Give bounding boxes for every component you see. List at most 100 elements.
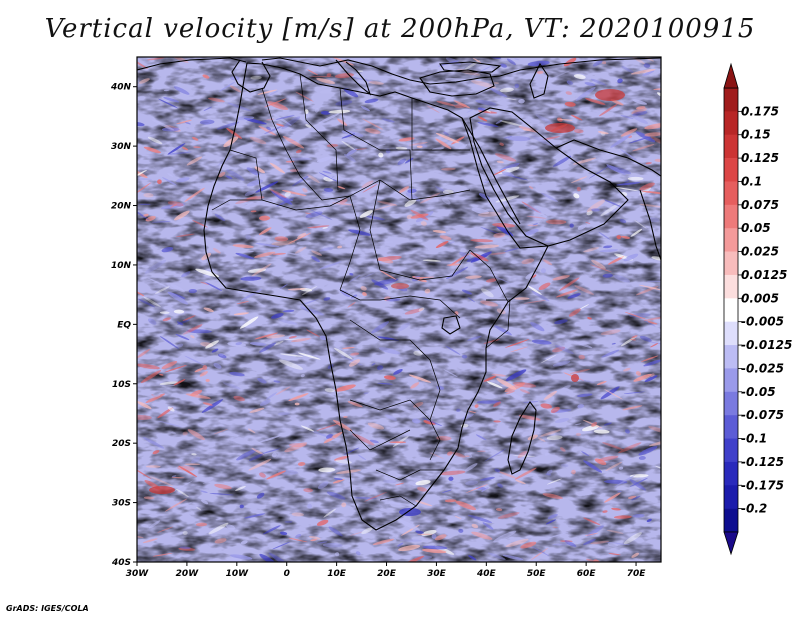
field-streak — [631, 552, 640, 558]
field-streak — [476, 400, 502, 404]
colorbar-label: 0.05 — [741, 221, 771, 235]
field-streak — [384, 414, 397, 421]
field-streak — [410, 382, 420, 389]
field-streak — [530, 547, 549, 561]
field-streak — [592, 59, 603, 67]
field-streak — [541, 192, 558, 202]
field-streak — [504, 247, 520, 252]
field-streak — [557, 118, 573, 121]
field-streak — [371, 362, 376, 366]
field-streak — [451, 136, 465, 145]
field-streak — [178, 465, 198, 477]
field-streak — [644, 132, 661, 137]
field-streak — [540, 403, 552, 409]
field-streak — [199, 371, 208, 377]
field-streak — [629, 479, 647, 491]
field-streak — [349, 531, 363, 536]
field-streak — [545, 219, 567, 225]
field-streak — [584, 82, 596, 86]
field-streak — [213, 362, 222, 369]
field-streak — [439, 470, 466, 476]
field-streak — [275, 123, 285, 127]
field-streak — [646, 518, 652, 523]
field-streak — [218, 81, 236, 92]
field-streak — [477, 121, 499, 127]
field-streak — [643, 319, 656, 327]
field-streak — [574, 341, 593, 349]
field-streak — [184, 463, 201, 465]
field-streak — [394, 482, 405, 486]
field-streak — [611, 342, 616, 345]
field-streak — [336, 185, 346, 190]
field-streak — [167, 151, 192, 155]
field-hotspot — [595, 89, 625, 101]
field-streak — [229, 85, 242, 93]
india-coast — [639, 189, 661, 261]
field-streak — [229, 554, 253, 560]
field-streak — [205, 282, 223, 291]
field-streak — [564, 540, 577, 547]
field-streak — [523, 300, 547, 304]
field-streak — [225, 524, 236, 530]
field-streak — [559, 277, 580, 292]
field-streak — [581, 451, 590, 457]
colorbar-label: 0.075 — [741, 198, 779, 212]
lat-tick-label: 30N — [111, 142, 132, 152]
field-streak — [416, 145, 423, 148]
field-streak — [155, 286, 170, 294]
coastlines — [137, 57, 661, 531]
field-streak — [240, 540, 248, 545]
field-streak — [597, 455, 619, 462]
field-streak — [170, 480, 193, 494]
field-streak — [208, 97, 225, 103]
field-streak — [554, 344, 574, 355]
field-streak — [304, 109, 309, 114]
field-streak — [145, 215, 156, 222]
field-streak — [630, 228, 643, 237]
field-streak — [309, 535, 321, 540]
field-streak — [284, 442, 308, 453]
field-streak — [377, 200, 398, 206]
field-streak — [344, 447, 360, 455]
colorbar-label: -0.0125 — [741, 338, 792, 352]
field-streak — [441, 197, 451, 205]
iran-coast — [555, 139, 661, 177]
lat-tick-label: 40N — [110, 83, 132, 93]
field-streak — [287, 288, 306, 291]
field-streak — [295, 149, 302, 154]
field-streak — [638, 456, 646, 460]
field-streak — [307, 174, 320, 184]
field-streak — [452, 452, 466, 458]
field-streak — [522, 128, 532, 132]
field-streak — [613, 274, 631, 283]
anatolia-coastline — [419, 69, 495, 97]
field-streak — [623, 532, 642, 545]
field-streak — [616, 235, 622, 240]
field-streak — [249, 407, 265, 413]
field-streak — [402, 555, 425, 562]
velocity-field — [137, 57, 661, 562]
field-streak — [349, 273, 354, 276]
lon-tick-label: 40E — [476, 569, 497, 579]
field-streak — [246, 167, 260, 176]
field-streak — [259, 342, 277, 353]
colorbar-segment — [724, 345, 738, 369]
field-streak — [280, 531, 288, 536]
field-streak — [328, 109, 351, 114]
field-streak — [495, 119, 503, 125]
colorbar: 0.175 0.15 0.125 0.1 0.075 0.05 0.025 0.0125 0.0… — [723, 62, 792, 556]
field-streak — [214, 213, 226, 222]
field-streak — [591, 259, 606, 269]
field-streak — [256, 492, 265, 499]
field-streak — [300, 373, 305, 378]
field-streak — [360, 106, 371, 112]
field-streak — [307, 69, 319, 76]
field-streak — [568, 308, 581, 317]
colorbar-label: -0.05 — [741, 385, 776, 399]
field-streak — [648, 217, 660, 223]
field-streak — [605, 461, 623, 471]
field-streak — [404, 157, 414, 164]
field-streak — [465, 275, 482, 279]
field-streak — [472, 65, 493, 76]
field-streak — [436, 100, 456, 107]
